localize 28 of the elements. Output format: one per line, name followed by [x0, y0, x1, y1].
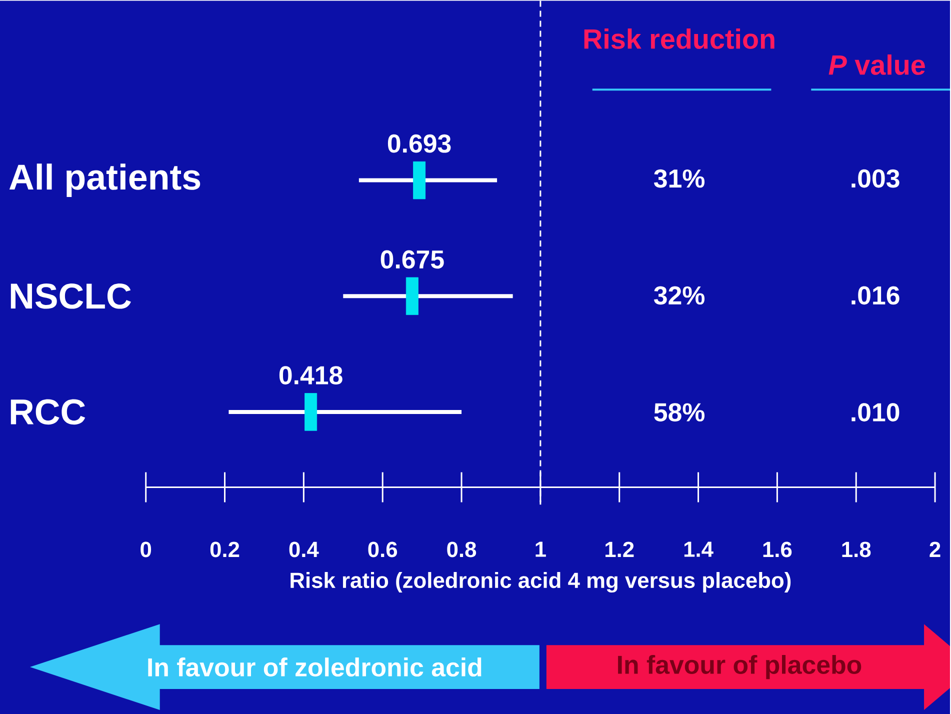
- data-label: 0.675: [380, 250, 444, 269]
- y-tick-label: All patients: [9, 164, 200, 197]
- data-label: 0.418: [279, 366, 342, 384]
- x-tick-label: 0.8: [447, 542, 476, 558]
- x-tick-label: 1.8: [842, 542, 871, 558]
- x-tick-label: 1.4: [684, 542, 714, 557]
- y-tick-label: NSCLC: [10, 283, 131, 309]
- x-tick-label: 1.2: [606, 542, 634, 557]
- annotation: .010: [852, 403, 900, 422]
- x-tick-label: 0: [140, 542, 152, 558]
- annotation: 32%: [654, 286, 705, 305]
- x-tick-label: 2: [930, 542, 940, 557]
- annotation: 58%: [654, 403, 705, 422]
- text: In favour of zoledronic acid: [148, 658, 482, 677]
- text: In favour of placebo: [618, 654, 862, 680]
- x-axis-title: Risk ratio (zoledronic acid 4 mg versus placebo): [290, 572, 791, 593]
- x-tick-label: 0.2: [210, 542, 240, 558]
- y-tick-label: RCC: [10, 399, 86, 425]
- text: P value: [828, 54, 925, 75]
- text: Risk reduction: [584, 28, 774, 49]
- x-tick-label: 0.4: [289, 542, 319, 558]
- annotation: .003: [852, 169, 900, 188]
- annotation: .016: [852, 286, 900, 305]
- x-tick-label: 1.6: [763, 542, 792, 558]
- annotation: 31%: [654, 169, 705, 188]
- x-tick-label: 0.6: [368, 542, 398, 558]
- x-tick-label: 1: [536, 542, 546, 557]
- data-label: 0.693: [388, 134, 451, 153]
